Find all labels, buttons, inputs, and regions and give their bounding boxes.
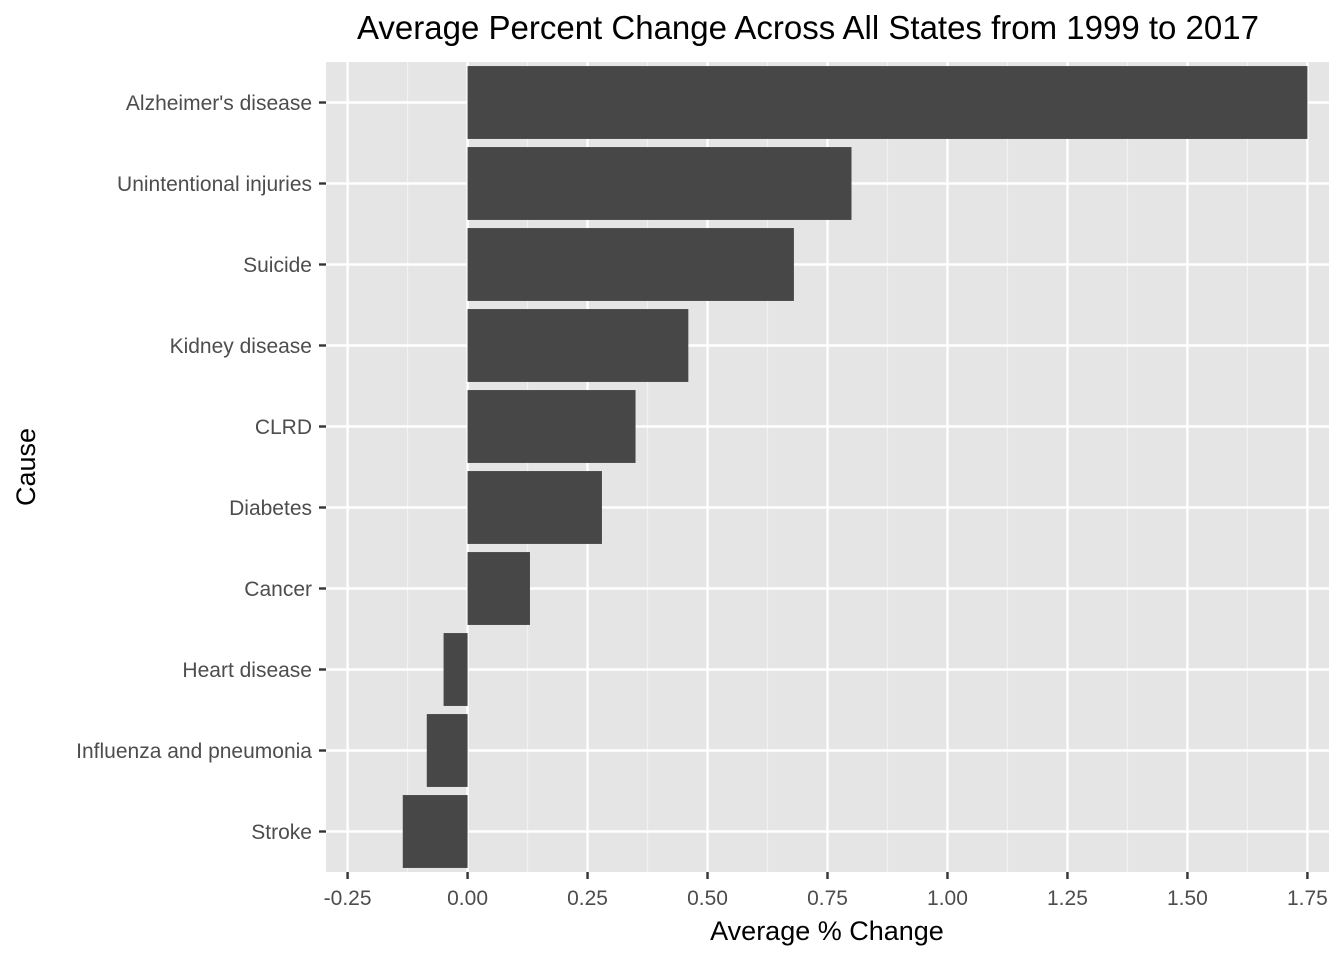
x-tick-label: 1.75 [1287, 887, 1328, 910]
y-tick-label: Cancer [244, 578, 312, 601]
bar-heart-disease [443, 633, 468, 706]
x-tick-label: 0.00 [447, 887, 488, 910]
bars [402, 66, 1308, 868]
x-tick-label: 1.50 [1167, 887, 1208, 910]
bar-suicide [467, 228, 794, 301]
y-axis: Alzheimer's disease Unintentional injurie… [76, 92, 326, 844]
y-tick-label: Diabetes [229, 497, 312, 520]
x-axis-title: Average % Change [710, 916, 944, 946]
bar-influenza-and-pneumonia [426, 714, 468, 787]
major-gridlines [326, 62, 1329, 872]
y-axis-title: Cause [11, 428, 41, 506]
x-tick-label: 1.25 [1047, 887, 1088, 910]
y-tick-label: Unintentional injuries [117, 173, 312, 196]
y-tick-label: Kidney disease [170, 335, 312, 358]
y-tick-label: Heart disease [182, 659, 312, 682]
bar-cancer [467, 552, 530, 625]
x-tick-label: 0.75 [807, 887, 848, 910]
x-axis: -0.25 0.00 0.25 0.50 0.75 1.00 1.25 1.50 1.75 [324, 872, 1328, 910]
y-tick-label: CLRD [255, 416, 312, 439]
x-tick-label: 0.25 [567, 887, 608, 910]
bar-unintentional-injuries [467, 147, 852, 220]
bar-clrd [467, 390, 636, 463]
chart-title: Average Percent Change Across All States… [357, 9, 1259, 46]
y-tick-label: Influenza and pneumonia [76, 740, 312, 763]
y-tick-label: Stroke [251, 821, 312, 844]
bar-stroke [402, 795, 468, 868]
bar-kidney-disease [467, 309, 689, 382]
y-tick-label: Suicide [243, 254, 312, 277]
x-tick-label: 1.00 [927, 887, 968, 910]
bar-alzheimer-s-disease [467, 66, 1308, 139]
bar-diabetes [467, 471, 602, 544]
x-tick-label: 0.50 [687, 887, 728, 910]
x-tick-label: -0.25 [324, 887, 372, 910]
y-tick-label: Alzheimer's disease [126, 92, 312, 115]
